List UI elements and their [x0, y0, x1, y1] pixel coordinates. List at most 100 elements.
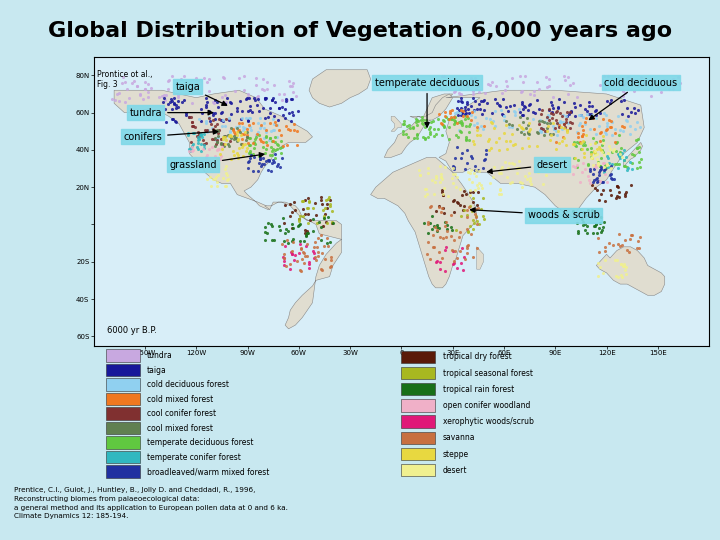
- Point: [501, 82, 513, 91]
- Point: [581, 229, 593, 238]
- Point: [440, 112, 451, 121]
- Point: [544, 162, 555, 171]
- Point: [606, 117, 617, 125]
- Point: [209, 109, 220, 117]
- Point: [596, 226, 608, 235]
- Point: [667, 75, 679, 83]
- Point: [230, 87, 241, 96]
- Point: [461, 249, 472, 258]
- Point: [167, 114, 179, 123]
- Point: [631, 118, 642, 126]
- Point: [223, 141, 235, 150]
- Point: [514, 113, 526, 122]
- Point: [244, 146, 256, 155]
- Point: [301, 232, 312, 240]
- Point: [582, 110, 594, 118]
- Point: [475, 96, 487, 105]
- Point: [621, 117, 632, 125]
- Point: [628, 151, 639, 159]
- Point: [534, 127, 545, 136]
- Point: [581, 211, 593, 220]
- Point: [402, 133, 413, 142]
- Point: [454, 126, 465, 134]
- Point: [491, 98, 503, 107]
- Point: [578, 138, 590, 147]
- Point: [456, 149, 467, 158]
- Point: [451, 119, 462, 127]
- Point: [591, 150, 603, 159]
- Point: [203, 106, 215, 115]
- Point: [583, 98, 595, 107]
- Point: [632, 106, 644, 114]
- Point: [461, 136, 472, 144]
- Point: [439, 112, 451, 120]
- Point: [457, 206, 469, 214]
- Point: [230, 130, 241, 138]
- Point: [626, 231, 638, 239]
- Point: [212, 132, 224, 140]
- Point: [296, 255, 307, 264]
- Point: [588, 147, 600, 156]
- Point: [470, 213, 482, 222]
- Point: [220, 135, 232, 144]
- Point: [423, 219, 434, 228]
- Point: [181, 111, 192, 119]
- Point: [598, 218, 610, 226]
- Point: [140, 85, 151, 93]
- Point: [448, 257, 459, 266]
- Point: [507, 140, 518, 149]
- Point: [274, 104, 285, 112]
- Point: [590, 139, 601, 147]
- Point: [618, 96, 630, 104]
- Point: [201, 175, 212, 184]
- Point: [546, 107, 557, 116]
- Point: [119, 98, 130, 106]
- Point: [294, 217, 305, 226]
- Point: [520, 72, 531, 80]
- Point: [521, 114, 533, 123]
- Point: [559, 123, 571, 132]
- Point: [411, 131, 423, 139]
- Point: [315, 222, 327, 231]
- Point: [256, 85, 267, 93]
- Point: [429, 222, 441, 231]
- Point: [601, 118, 613, 127]
- Point: [127, 79, 138, 87]
- Point: [574, 121, 585, 130]
- Point: [557, 117, 569, 126]
- Point: [192, 139, 203, 147]
- Point: [158, 91, 169, 100]
- Point: [597, 178, 608, 187]
- Point: [279, 249, 290, 258]
- Point: [319, 204, 330, 212]
- Point: [455, 104, 467, 112]
- Point: [440, 218, 451, 226]
- Text: desert: desert: [487, 160, 567, 173]
- Point: [195, 139, 207, 148]
- Point: [143, 92, 154, 101]
- Point: [441, 243, 452, 252]
- Point: [294, 220, 306, 228]
- Point: [201, 126, 212, 134]
- Point: [207, 109, 219, 117]
- Point: [239, 140, 251, 149]
- Point: [454, 118, 465, 126]
- Point: [229, 135, 240, 144]
- Point: [297, 247, 309, 256]
- Point: [446, 210, 457, 219]
- Point: [471, 204, 482, 213]
- Point: [591, 185, 603, 194]
- Point: [214, 154, 225, 163]
- Point: [628, 104, 639, 112]
- Text: cold mixed forest: cold mixed forest: [147, 395, 213, 404]
- Point: [501, 145, 513, 153]
- Point: [244, 140, 256, 149]
- Text: grassland: grassland: [169, 153, 264, 170]
- Point: [114, 89, 125, 97]
- Point: [452, 132, 464, 141]
- Point: [200, 119, 212, 128]
- Point: [197, 109, 208, 117]
- Point: [252, 167, 264, 176]
- Point: [243, 157, 254, 165]
- Point: [212, 153, 223, 162]
